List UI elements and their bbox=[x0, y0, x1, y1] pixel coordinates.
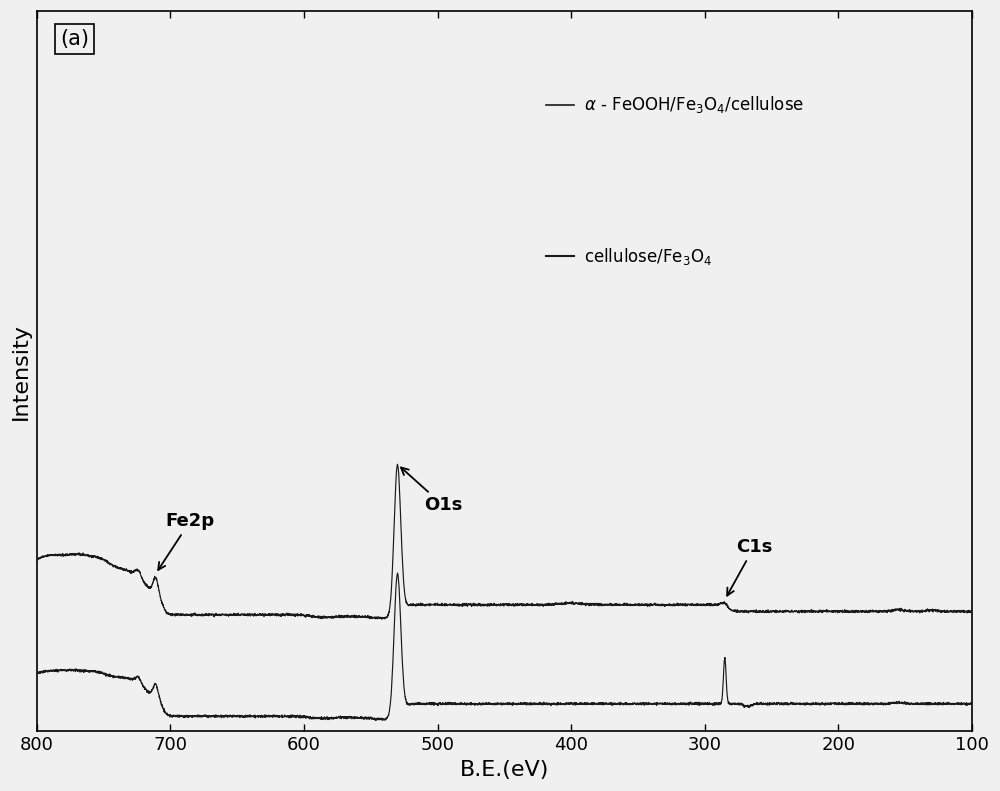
X-axis label: B.E.(eV): B.E.(eV) bbox=[460, 760, 549, 780]
Text: Fe2p: Fe2p bbox=[158, 512, 215, 570]
Text: $\alpha$ - FeOOH/Fe$_3$O$_4$/cellulose: $\alpha$ - FeOOH/Fe$_3$O$_4$/cellulose bbox=[584, 94, 804, 115]
Text: (a): (a) bbox=[60, 29, 89, 49]
Text: O1s: O1s bbox=[401, 467, 463, 514]
Text: cellulose/Fe$_3$O$_4$: cellulose/Fe$_3$O$_4$ bbox=[584, 245, 712, 267]
Text: C1s: C1s bbox=[727, 538, 772, 596]
Y-axis label: Intensity: Intensity bbox=[11, 323, 31, 420]
